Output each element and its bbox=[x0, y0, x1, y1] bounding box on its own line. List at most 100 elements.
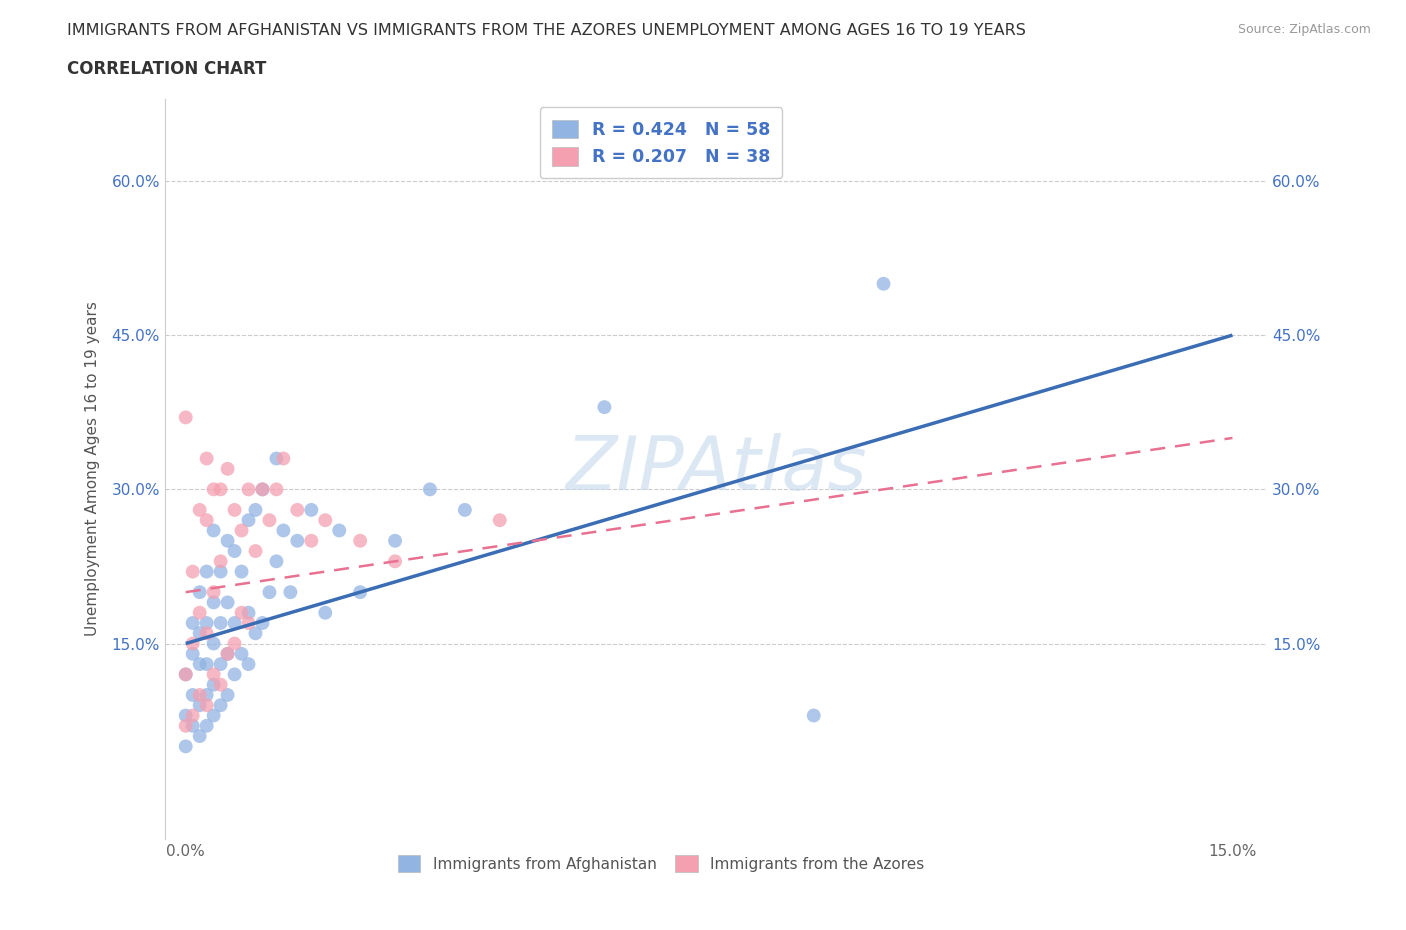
Point bbox=[195, 565, 218, 579]
Point bbox=[224, 636, 246, 651]
Point bbox=[349, 585, 371, 600]
Point bbox=[195, 626, 218, 641]
Point bbox=[224, 502, 246, 517]
Point bbox=[328, 523, 350, 538]
Point bbox=[181, 718, 204, 733]
Point bbox=[188, 687, 211, 702]
Point bbox=[252, 482, 274, 497]
Point bbox=[188, 605, 211, 620]
Point bbox=[217, 646, 239, 661]
Point bbox=[188, 626, 211, 641]
Point bbox=[266, 554, 288, 569]
Point bbox=[238, 512, 260, 527]
Point bbox=[195, 512, 218, 527]
Point bbox=[188, 585, 211, 600]
Point bbox=[209, 554, 232, 569]
Point bbox=[245, 502, 267, 517]
Point bbox=[299, 533, 322, 548]
Point bbox=[209, 482, 232, 497]
Point bbox=[488, 512, 510, 527]
Point bbox=[202, 595, 225, 610]
Point bbox=[195, 698, 218, 712]
Point bbox=[181, 687, 204, 702]
Text: Source: ZipAtlas.com: Source: ZipAtlas.com bbox=[1237, 23, 1371, 36]
Point bbox=[349, 533, 371, 548]
Point bbox=[217, 595, 239, 610]
Text: ZIPAtlas: ZIPAtlas bbox=[565, 432, 868, 505]
Point bbox=[202, 636, 225, 651]
Point bbox=[454, 502, 477, 517]
Point bbox=[174, 739, 197, 754]
Point bbox=[266, 451, 288, 466]
Point bbox=[224, 667, 246, 682]
Point bbox=[803, 708, 825, 723]
Point bbox=[384, 554, 406, 569]
Point bbox=[238, 616, 260, 631]
Point bbox=[188, 728, 211, 743]
Point bbox=[181, 708, 204, 723]
Point bbox=[273, 451, 295, 466]
Point bbox=[181, 646, 204, 661]
Point bbox=[202, 677, 225, 692]
Point bbox=[224, 616, 246, 631]
Point bbox=[202, 667, 225, 682]
Point bbox=[217, 646, 239, 661]
Point bbox=[266, 482, 288, 497]
Point bbox=[259, 585, 281, 600]
Point bbox=[202, 523, 225, 538]
Point bbox=[280, 585, 302, 600]
Point bbox=[174, 410, 197, 425]
Point bbox=[419, 482, 441, 497]
Point bbox=[238, 605, 260, 620]
Point bbox=[195, 616, 218, 631]
Point bbox=[188, 502, 211, 517]
Point bbox=[202, 708, 225, 723]
Point bbox=[217, 687, 239, 702]
Point bbox=[231, 646, 253, 661]
Point bbox=[224, 544, 246, 559]
Point bbox=[245, 544, 267, 559]
Point bbox=[238, 482, 260, 497]
Point bbox=[202, 585, 225, 600]
Point bbox=[195, 657, 218, 671]
Point bbox=[188, 657, 211, 671]
Point bbox=[174, 708, 197, 723]
Point bbox=[188, 698, 211, 712]
Point bbox=[217, 533, 239, 548]
Point bbox=[181, 636, 204, 651]
Point bbox=[285, 502, 308, 517]
Point bbox=[593, 400, 616, 415]
Point bbox=[245, 626, 267, 641]
Point bbox=[174, 667, 197, 682]
Point bbox=[259, 512, 281, 527]
Text: CORRELATION CHART: CORRELATION CHART bbox=[67, 60, 267, 78]
Point bbox=[174, 718, 197, 733]
Point bbox=[872, 276, 894, 291]
Y-axis label: Unemployment Among Ages 16 to 19 years: Unemployment Among Ages 16 to 19 years bbox=[86, 301, 100, 636]
Point bbox=[209, 677, 232, 692]
Point bbox=[174, 667, 197, 682]
Point bbox=[181, 565, 204, 579]
Point bbox=[252, 482, 274, 497]
Point bbox=[195, 451, 218, 466]
Point bbox=[217, 461, 239, 476]
Point bbox=[273, 523, 295, 538]
Point bbox=[252, 616, 274, 631]
Point bbox=[209, 616, 232, 631]
Point bbox=[209, 565, 232, 579]
Text: IMMIGRANTS FROM AFGHANISTAN VS IMMIGRANTS FROM THE AZORES UNEMPLOYMENT AMONG AGE: IMMIGRANTS FROM AFGHANISTAN VS IMMIGRANT… bbox=[67, 23, 1026, 38]
Legend: Immigrants from Afghanistan, Immigrants from the Azores: Immigrants from Afghanistan, Immigrants … bbox=[389, 847, 932, 880]
Point bbox=[231, 605, 253, 620]
Point bbox=[195, 718, 218, 733]
Point bbox=[202, 482, 225, 497]
Point bbox=[209, 698, 232, 712]
Point bbox=[238, 657, 260, 671]
Point bbox=[181, 616, 204, 631]
Point bbox=[285, 533, 308, 548]
Point bbox=[231, 523, 253, 538]
Point bbox=[195, 687, 218, 702]
Point bbox=[384, 533, 406, 548]
Point bbox=[231, 565, 253, 579]
Point bbox=[314, 512, 336, 527]
Point bbox=[314, 605, 336, 620]
